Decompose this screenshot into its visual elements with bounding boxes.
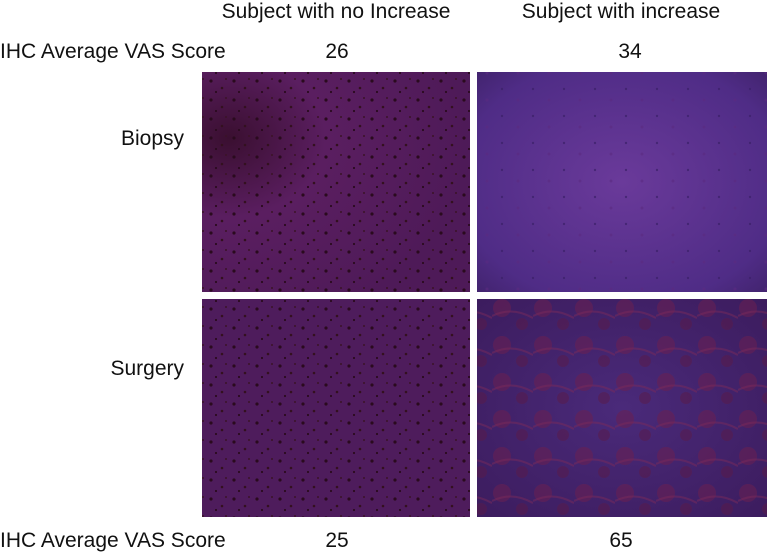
cell-stain (477, 299, 767, 517)
score-label: IHC Average VAS Score (0, 40, 226, 63)
score-label: IHC Average VAS Score (0, 529, 226, 552)
score: 25 (325, 529, 349, 552)
cell-stain (202, 299, 470, 517)
cell-stain (202, 72, 470, 292)
row-label: Biopsy (120, 127, 184, 150)
cell-stain (477, 72, 767, 292)
column-header: Subject with increase (521, 0, 721, 23)
score: 26 (325, 40, 349, 63)
column-header: Subject with no Increase (221, 0, 451, 23)
row-label: Surgery (110, 357, 184, 380)
score: 34 (618, 40, 642, 63)
score: 65 (609, 529, 633, 552)
